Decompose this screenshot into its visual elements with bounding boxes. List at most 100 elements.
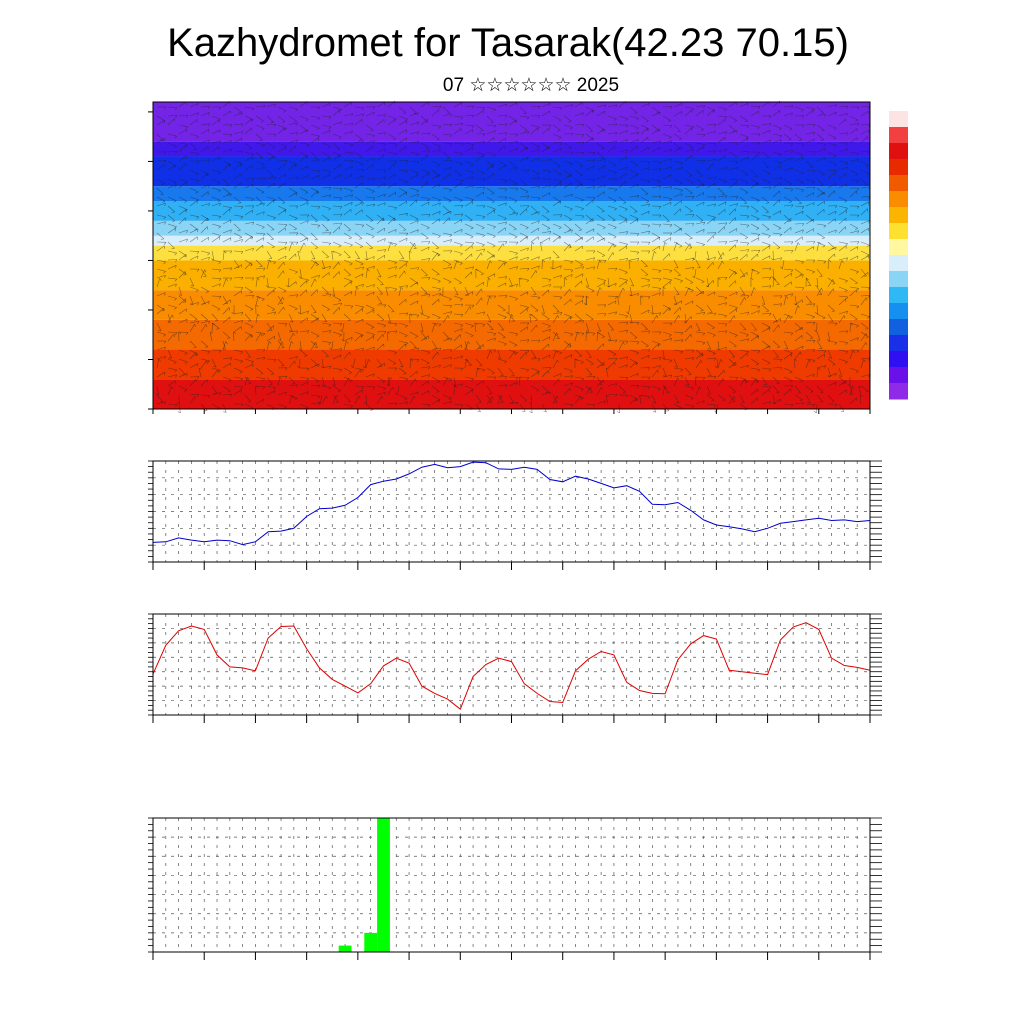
wind-barb (662, 385, 670, 393)
wind-barb-flag (678, 315, 680, 319)
wind-barb-flag (549, 103, 551, 107)
wind-barb-flag (252, 364, 254, 368)
wind-barb (310, 358, 318, 366)
wind-barb-flag (271, 156, 275, 159)
wind-barb-flag (159, 278, 162, 281)
wind-barb-flag (340, 354, 342, 358)
wind-barb-flag (549, 367, 552, 371)
wind-barb-flag (283, 290, 287, 293)
wind-barb-flag (515, 352, 518, 355)
wind-barb (464, 385, 474, 390)
wind-barb-flag (178, 331, 182, 334)
wind-barb (167, 115, 178, 117)
wind-barb-flag (204, 269, 207, 273)
wind-barb (189, 302, 199, 306)
wind-barb (321, 265, 331, 270)
wind-barb (651, 195, 661, 198)
wind-barb-flag (381, 396, 383, 400)
wind-barb-flag (208, 257, 210, 261)
wind-barb (618, 341, 624, 351)
wind-barb (442, 210, 452, 216)
wind-barb (266, 277, 269, 287)
wind-barb-flag (835, 373, 837, 377)
wind-barb-flag (317, 395, 321, 399)
wind-barb (354, 196, 363, 203)
wind-barb (783, 403, 794, 405)
wind-barb (288, 115, 297, 122)
wind-barb (376, 183, 385, 189)
precip-panel (148, 817, 882, 960)
wind-barb-flag (794, 358, 798, 361)
wind-barb-flag (217, 370, 219, 374)
wind-barb-flag (482, 369, 486, 372)
wind-barb-flag (392, 219, 396, 221)
wind-barb-flag (168, 357, 172, 359)
wind-barb-flag (762, 303, 765, 305)
wind-barb (387, 274, 397, 279)
wind-barb (343, 232, 352, 239)
wind-barb-flag (769, 255, 771, 259)
wind-barb-flag (183, 274, 187, 276)
wind-barb-flag (274, 124, 277, 128)
wind-barb-flag (597, 331, 601, 335)
wind-barb (409, 174, 418, 180)
wind-barb-flag (725, 222, 728, 226)
wind-barb-flag (515, 298, 518, 301)
wind-barb (607, 160, 617, 166)
wind-barb-flag (480, 130, 484, 132)
wind-barb (266, 103, 276, 108)
wind-barb (596, 232, 605, 240)
wind-barb-flag (571, 375, 574, 379)
wind-barb-flag (285, 160, 288, 164)
wind-barb (684, 300, 694, 306)
wind-barb (541, 385, 549, 393)
wind-barb-flag (318, 384, 321, 388)
wind-barb-flag (868, 220, 870, 224)
wind-barbs-overlay (155, 100, 871, 414)
wind-barb-flag (714, 312, 717, 316)
wind-barb (684, 109, 692, 117)
wind-barb (365, 335, 374, 342)
wind-barb (541, 403, 547, 412)
wind-barb (431, 268, 440, 275)
wind-barb (475, 232, 485, 236)
wind-barb (827, 124, 837, 129)
wind-barb (255, 202, 265, 207)
wind-barb (387, 142, 397, 145)
wind-barb-flag (526, 117, 530, 120)
wind-barb-flag (526, 377, 530, 380)
wind-barb-flag (492, 154, 496, 157)
wind-barb-flag (812, 360, 816, 363)
wind-barb-flag (471, 144, 475, 147)
wind-barb-flag (537, 197, 541, 201)
wind-barb (530, 339, 540, 342)
wind-barb (200, 358, 210, 362)
wind-barb-flag (461, 123, 464, 127)
wind-barb-flag (449, 189, 453, 193)
wind-barb-flag (701, 281, 705, 284)
wind-barb-flag (460, 180, 464, 183)
wind-barb-flag (307, 202, 309, 206)
wind-barb (266, 250, 273, 259)
wind-barb (156, 322, 162, 332)
wind-barb-flag (855, 271, 859, 274)
wind-barb-flag (647, 224, 651, 228)
wind-barb (706, 123, 717, 126)
wind-barb (222, 229, 232, 234)
wind-barb (728, 244, 736, 252)
wind-barb-flag (247, 377, 250, 380)
wind-barb (387, 402, 397, 405)
wind-barb (321, 330, 331, 333)
grid (152, 817, 871, 953)
heatmap-band-0 (153, 379, 870, 409)
wind-barb-flag (293, 332, 295, 336)
wind-barb (310, 261, 317, 270)
wind-barb (717, 260, 723, 270)
wind-barb-flag (186, 319, 188, 323)
wind-barb-flag (659, 112, 661, 116)
wind-barb-flag (579, 175, 583, 177)
wind-barb (772, 340, 780, 348)
wind-barb (618, 219, 628, 225)
wind-barb (442, 151, 450, 159)
wind-barb-flag (413, 347, 417, 349)
